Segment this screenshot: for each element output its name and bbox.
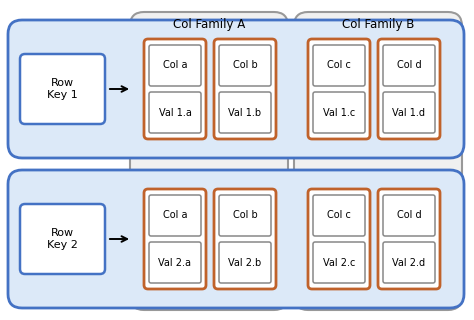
FancyBboxPatch shape [383, 45, 435, 86]
Text: Val 2.d: Val 2.d [392, 258, 426, 268]
FancyBboxPatch shape [8, 20, 464, 158]
FancyBboxPatch shape [20, 54, 105, 124]
FancyBboxPatch shape [378, 189, 440, 289]
FancyBboxPatch shape [149, 242, 201, 283]
Text: Col b: Col b [233, 60, 257, 70]
FancyBboxPatch shape [219, 195, 271, 236]
FancyBboxPatch shape [313, 242, 365, 283]
FancyBboxPatch shape [383, 92, 435, 133]
Text: Col Family B: Col Family B [342, 18, 414, 31]
FancyBboxPatch shape [214, 39, 276, 139]
FancyBboxPatch shape [313, 92, 365, 133]
Text: Col Family A: Col Family A [173, 18, 245, 31]
FancyBboxPatch shape [219, 242, 271, 283]
FancyBboxPatch shape [294, 12, 462, 310]
Text: Col d: Col d [397, 60, 421, 70]
FancyBboxPatch shape [130, 12, 288, 310]
Text: Col c: Col c [327, 60, 351, 70]
Text: Val 2.c: Val 2.c [323, 258, 355, 268]
FancyBboxPatch shape [308, 39, 370, 139]
Text: Col b: Col b [233, 211, 257, 220]
Text: Col c: Col c [327, 211, 351, 220]
FancyBboxPatch shape [219, 92, 271, 133]
FancyBboxPatch shape [378, 39, 440, 139]
FancyBboxPatch shape [383, 242, 435, 283]
FancyBboxPatch shape [383, 195, 435, 236]
FancyBboxPatch shape [149, 45, 201, 86]
Text: Col a: Col a [163, 211, 187, 220]
FancyBboxPatch shape [144, 39, 206, 139]
FancyBboxPatch shape [313, 45, 365, 86]
FancyBboxPatch shape [8, 170, 464, 308]
Text: Val 1.c: Val 1.c [323, 108, 355, 117]
FancyBboxPatch shape [219, 45, 271, 86]
FancyBboxPatch shape [149, 92, 201, 133]
FancyBboxPatch shape [214, 189, 276, 289]
Text: Row
Key 2: Row Key 2 [47, 228, 78, 250]
FancyBboxPatch shape [149, 195, 201, 236]
Text: Val 2.a: Val 2.a [158, 258, 191, 268]
FancyBboxPatch shape [144, 189, 206, 289]
Text: Val 1.d: Val 1.d [392, 108, 426, 117]
Text: Val 1.b: Val 1.b [228, 108, 262, 117]
FancyBboxPatch shape [313, 195, 365, 236]
Text: Val 1.a: Val 1.a [159, 108, 191, 117]
FancyBboxPatch shape [20, 204, 105, 274]
FancyBboxPatch shape [308, 189, 370, 289]
Text: Col a: Col a [163, 60, 187, 70]
Text: Col d: Col d [397, 211, 421, 220]
Text: Row
Key 1: Row Key 1 [47, 78, 78, 100]
Text: Val 2.b: Val 2.b [228, 258, 262, 268]
